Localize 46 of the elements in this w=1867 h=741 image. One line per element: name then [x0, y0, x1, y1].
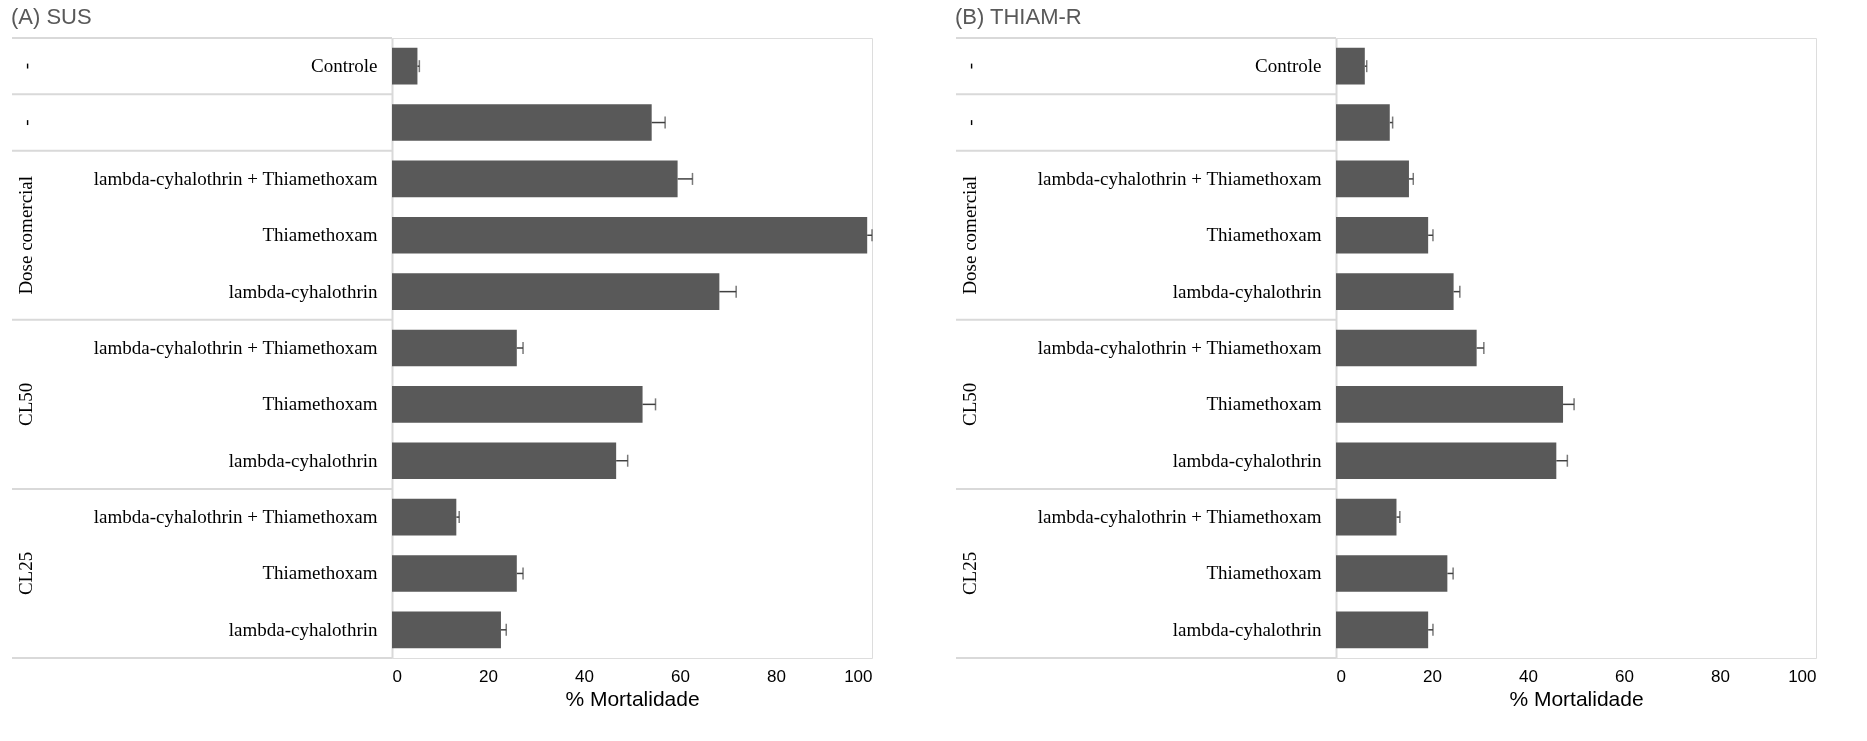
text: - — [959, 119, 980, 126]
y-tick-label: lambda-cyhalothrin — [228, 618, 378, 640]
x-tick-label: 100 — [1788, 666, 1817, 686]
x-tick-label: 60 — [1615, 666, 1634, 686]
text: CL25 — [959, 551, 980, 596]
y-tick-label: Controle — [1255, 55, 1322, 77]
text: - — [959, 63, 980, 70]
y-tick-label: lambda-cyhalothrin + Thiamethoxam — [93, 506, 378, 528]
text: - — [15, 119, 36, 126]
x-tick-label: 40 — [575, 666, 594, 686]
x-axis-title: % Mortalidade — [565, 686, 700, 710]
x-tick-label: 80 — [1711, 666, 1730, 686]
y-tick-label: Thiamethoxam — [262, 393, 378, 415]
y-tick-label: lambda-cyhalothrin — [1172, 280, 1322, 302]
y-tick-label: lambda-cyhalothrin + Thiamethoxam — [1037, 506, 1322, 528]
y-tick-label: Thiamethoxam — [1206, 562, 1322, 584]
y-tick-label: lambda-cyhalothrin — [1172, 618, 1322, 640]
y-tick-label: Controle — [311, 55, 378, 77]
y-tick-label: lambda-cyhalothrin — [1172, 449, 1322, 471]
y-tick-label: lambda-cyhalothrin + Thiamethoxam — [93, 337, 378, 358]
y-tick-label: lambda-cyhalothrin + Thiamethoxam — [93, 167, 378, 189]
x-tick-label: 60 — [671, 666, 690, 686]
y-tick-label: Thiamethoxam — [1206, 393, 1322, 415]
x-tick-label: 20 — [479, 666, 498, 686]
text: CL25 — [15, 551, 36, 596]
x-tick-label: 100 — [844, 666, 873, 686]
x-axis-title: % Mortalidade — [1509, 686, 1644, 710]
text: (B) THIAM-R — [955, 4, 1082, 29]
y-tick-label: lambda-cyhalothrin + Thiamethoxam — [1037, 337, 1322, 358]
x-tick-label: 40 — [1519, 666, 1538, 686]
text: (A) SUS — [11, 4, 92, 29]
y-tick-label: Thiamethoxam — [1206, 224, 1322, 246]
text: Dose comercial — [959, 175, 980, 295]
y-tick-label: lambda-cyhalothrin — [228, 449, 378, 471]
text: CL50 — [15, 382, 36, 426]
y-tick-label: Thiamethoxam — [262, 224, 378, 246]
y-tick-label: lambda-cyhalothrin + Thiamethoxam — [1037, 167, 1322, 189]
text: - — [15, 63, 36, 70]
x-tick-label: 20 — [1423, 666, 1442, 686]
text: Dose comercial — [15, 175, 36, 295]
text: CL50 — [959, 382, 980, 426]
x-tick-label: 80 — [767, 666, 786, 686]
x-tick-label: 0 — [1336, 666, 1346, 686]
x-tick-label: 0 — [392, 666, 402, 686]
y-tick-label: Thiamethoxam — [262, 562, 378, 584]
y-tick-label: lambda-cyhalothrin — [228, 280, 378, 302]
